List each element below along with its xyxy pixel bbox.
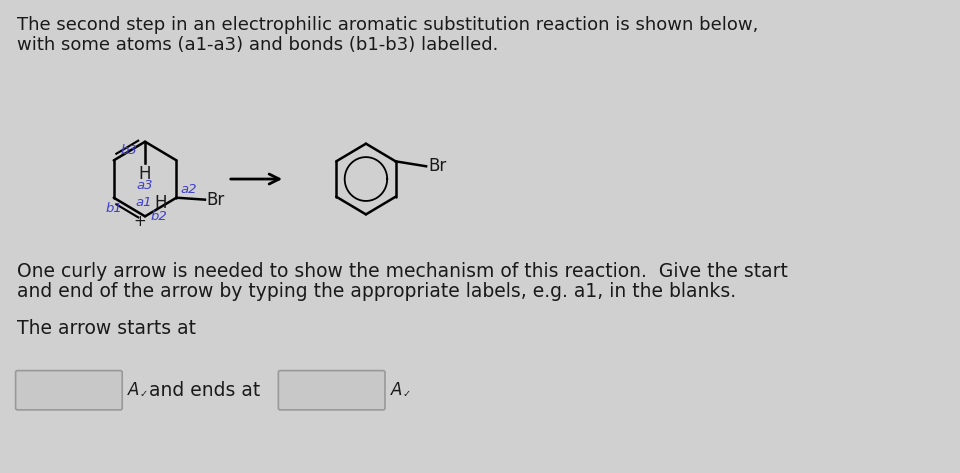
- Text: and ends at: and ends at: [149, 381, 260, 400]
- FancyBboxPatch shape: [278, 370, 385, 410]
- Text: b1: b1: [105, 202, 122, 216]
- Text: Br: Br: [428, 157, 446, 175]
- Text: A: A: [391, 381, 402, 399]
- Text: b2: b2: [151, 210, 167, 223]
- Text: +: +: [133, 214, 146, 229]
- Text: Br: Br: [205, 191, 224, 209]
- Text: The second step in an electrophilic aromatic substitution reaction is shown belo: The second step in an electrophilic arom…: [17, 16, 758, 34]
- Text: The arrow starts at: The arrow starts at: [17, 318, 197, 338]
- Text: ✓: ✓: [139, 389, 148, 399]
- Text: H: H: [139, 165, 152, 183]
- Text: H: H: [155, 193, 167, 211]
- Text: a3: a3: [137, 179, 154, 192]
- Text: ✓: ✓: [402, 389, 410, 399]
- Text: a2: a2: [180, 184, 197, 196]
- Text: b3: b3: [121, 144, 137, 157]
- Text: One curly arrow is needed to show the mechanism of this reaction.  Give the star: One curly arrow is needed to show the me…: [17, 262, 788, 280]
- Text: and end of the arrow by typing the appropriate labels, e.g. a1, in the blanks.: and end of the arrow by typing the appro…: [17, 282, 736, 301]
- Text: A: A: [128, 381, 139, 399]
- FancyBboxPatch shape: [15, 370, 122, 410]
- Text: with some atoms (a1-a3) and bonds (b1-b3) labelled.: with some atoms (a1-a3) and bonds (b1-b3…: [17, 35, 499, 53]
- Text: a1: a1: [135, 196, 152, 209]
